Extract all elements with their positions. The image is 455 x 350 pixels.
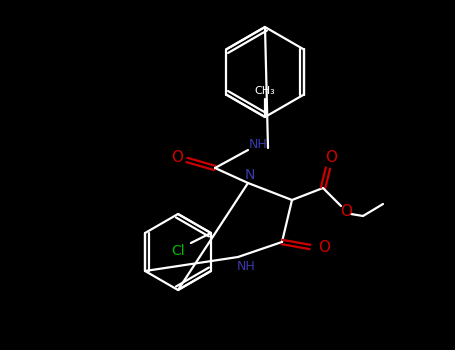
- Text: O: O: [318, 239, 330, 254]
- Text: CH₃: CH₃: [255, 86, 275, 96]
- Text: N: N: [245, 168, 255, 182]
- Text: NH: NH: [248, 139, 268, 152]
- Text: O: O: [340, 203, 352, 218]
- Text: NH: NH: [237, 260, 255, 273]
- Text: Cl: Cl: [171, 244, 185, 258]
- Text: O: O: [171, 150, 183, 166]
- Text: O: O: [325, 150, 337, 166]
